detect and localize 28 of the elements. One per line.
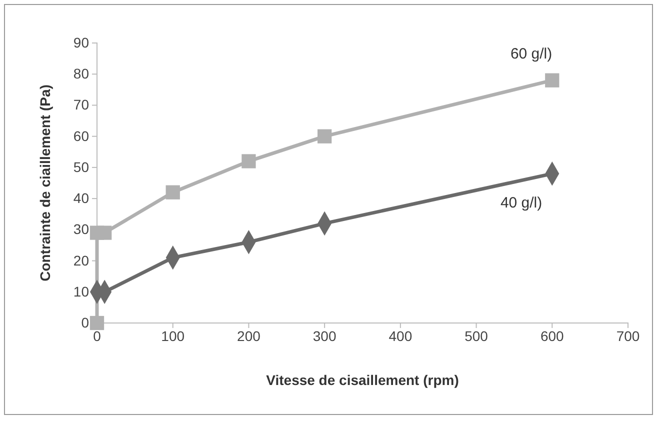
x-tick-label: 600 <box>540 328 564 344</box>
x-tick-label: 300 <box>312 328 336 344</box>
y-tick-label: 80 <box>73 66 90 82</box>
series-label: 40 g/l) <box>500 194 542 212</box>
y-axis-title: Contrainte de ciaillement (Pa) <box>37 84 53 282</box>
y-tick-label: 10 <box>73 283 90 300</box>
point <box>242 154 256 168</box>
y-tick-label: 60 <box>73 128 90 144</box>
x-axis-title: Vitesse de cisaillement (rpm) <box>266 372 459 388</box>
y-tick-label: 0 <box>81 314 90 330</box>
point <box>98 226 112 240</box>
y-tick-label: 30 <box>73 221 90 238</box>
y-tick-label: 20 <box>73 252 90 268</box>
series-label: 60 g/l) <box>510 45 552 62</box>
point <box>545 73 560 88</box>
y-tick-label: 70 <box>73 96 90 113</box>
x-tick-label: 100 <box>161 328 185 344</box>
x-tick-label: 0 <box>93 328 102 344</box>
x-tick-label: 400 <box>388 328 412 344</box>
point <box>90 316 104 330</box>
x-tick-label: 200 <box>237 328 261 344</box>
x-tick-label: 500 <box>464 328 488 344</box>
x-tick-label: 700 <box>616 328 640 344</box>
point <box>166 185 180 200</box>
point <box>318 129 332 144</box>
y-tick-label: 90 <box>73 34 90 50</box>
y-tick-label: 40 <box>73 190 90 206</box>
y-tick-label: 50 <box>73 158 90 175</box>
